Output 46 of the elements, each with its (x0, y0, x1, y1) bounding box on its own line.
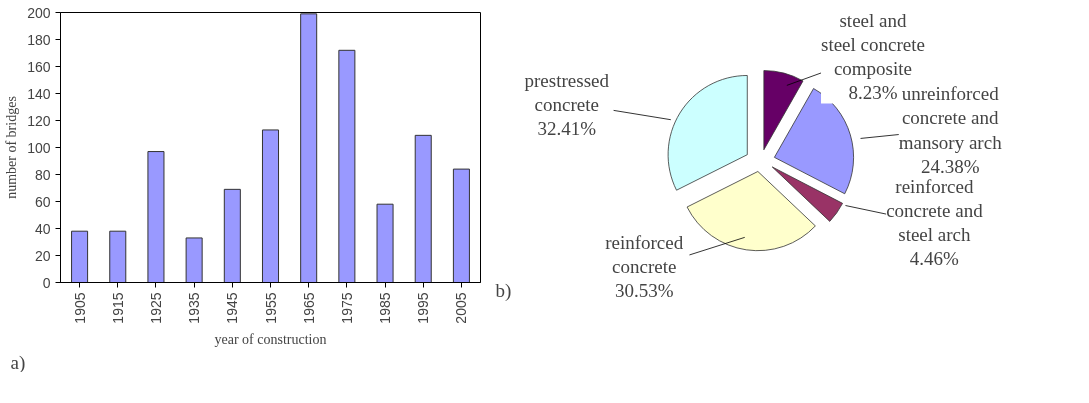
data-label: 30.53% (614, 280, 674, 302)
data-label: 4.46% (909, 248, 960, 270)
x-axis-title: year of construction (214, 331, 327, 347)
slice-label: prestressed concrete (524, 69, 610, 115)
bar (109, 230, 127, 283)
y-tick-label: 80 (34, 166, 51, 183)
x-tick-label: 1905 (71, 292, 88, 324)
x-tick-label: 1945 (224, 292, 241, 324)
x-tick-label: 1955 (262, 292, 279, 324)
y-tick-label: 20 (34, 247, 51, 264)
x-tick-label: 1965 (300, 292, 317, 324)
slice-label: unreinforced concrete and mansory arch (898, 83, 1003, 153)
slice-label: reinforced concrete and steel arch (886, 175, 984, 246)
y-tick-label: 140 (27, 85, 51, 102)
y-tick-label: 40 (34, 220, 51, 237)
data-label: 8.23% (848, 82, 898, 104)
bar (71, 230, 89, 283)
x-tick-label: 1935 (186, 292, 203, 324)
x-tick-label: 2005 (453, 292, 470, 324)
x-tick-label: 1985 (377, 292, 394, 324)
x-tick-label: 1995 (415, 292, 432, 324)
bar (338, 49, 356, 283)
data-label: 24.38% (920, 155, 980, 177)
y-tick-label: 100 (27, 139, 51, 156)
y-tick-label: 160 (27, 58, 51, 75)
bar (261, 129, 280, 283)
text: b) (495, 279, 512, 302)
y-tick-label: 120 (27, 112, 51, 129)
slice-label: reinforced concrete (605, 232, 684, 278)
y-tick-label: 180 (27, 31, 51, 48)
data-label: 32.41% (537, 117, 597, 139)
bar (452, 168, 470, 283)
x-tick-label: 1915 (109, 292, 126, 324)
y-axis-title: number of bridges (4, 96, 20, 199)
bar (223, 188, 241, 283)
bar (185, 237, 203, 283)
x-tick-label: 1975 (338, 292, 355, 324)
y-tick-label: 60 (34, 193, 51, 210)
bar (300, 13, 318, 283)
bar (376, 203, 394, 283)
y-tick-label: 200 (27, 4, 51, 21)
x-tick-label: 1925 (147, 292, 164, 324)
bar (147, 151, 165, 283)
text: a) (10, 351, 26, 374)
y-tick-label: 0 (42, 274, 51, 291)
bar (414, 134, 432, 283)
